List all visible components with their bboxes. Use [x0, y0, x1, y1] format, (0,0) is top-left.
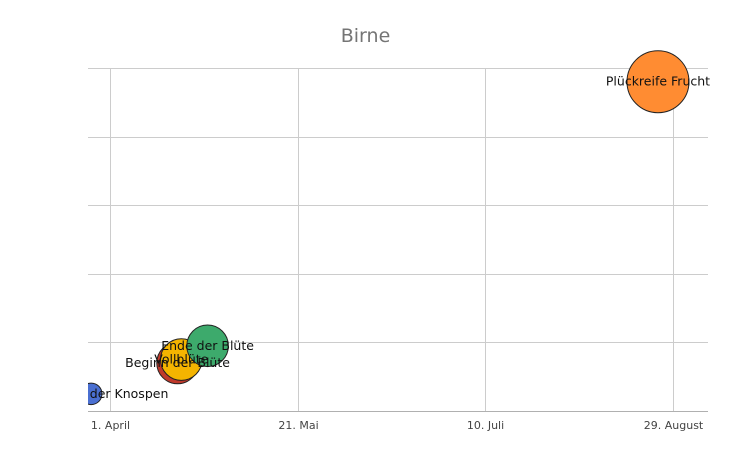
bubble[interactable] — [626, 50, 690, 114]
bubble-label: Beginn der Blüte — [125, 355, 230, 370]
bubble-label: Aufbrechen der Knospen — [14, 386, 168, 401]
bubble-labels: Aufbrechen der Knospen Beginn der BlüteVo… — [14, 74, 710, 401]
chart-title: Birne — [341, 25, 391, 47]
x-tick-label: 1. April — [91, 419, 130, 432]
x-tick-label: 29. August — [644, 419, 704, 432]
x-axis-ticks: 1. April 21. Mai 10. Juli 29. August — [91, 419, 704, 432]
bubble[interactable] — [186, 324, 229, 368]
bubble-label: Vollblüte — [154, 352, 208, 367]
bubble-label: Ende der Blüte — [161, 338, 254, 353]
x-tick-label: 10. Juli — [467, 419, 504, 432]
bubble-label: Plückreife Frucht — [606, 74, 710, 89]
bubble[interactable] — [80, 382, 103, 406]
bubbles — [80, 50, 690, 406]
x-tick-label: 21. Mai — [278, 419, 318, 432]
